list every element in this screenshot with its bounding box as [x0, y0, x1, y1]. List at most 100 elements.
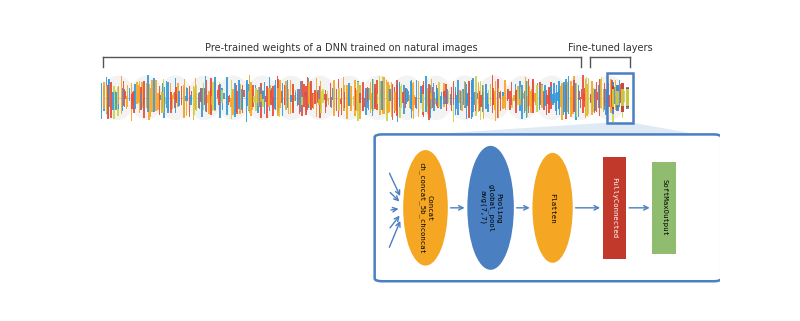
- FancyBboxPatch shape: [443, 83, 445, 107]
- FancyBboxPatch shape: [370, 82, 371, 113]
- FancyBboxPatch shape: [472, 78, 474, 112]
- FancyBboxPatch shape: [229, 95, 230, 102]
- FancyBboxPatch shape: [315, 94, 317, 103]
- FancyBboxPatch shape: [186, 88, 188, 101]
- FancyBboxPatch shape: [533, 81, 534, 111]
- FancyBboxPatch shape: [553, 83, 554, 103]
- FancyBboxPatch shape: [326, 94, 327, 107]
- FancyBboxPatch shape: [586, 77, 587, 114]
- FancyBboxPatch shape: [151, 80, 153, 112]
- Ellipse shape: [158, 75, 193, 120]
- FancyBboxPatch shape: [468, 81, 470, 117]
- FancyBboxPatch shape: [221, 90, 222, 103]
- FancyBboxPatch shape: [201, 88, 202, 117]
- FancyBboxPatch shape: [367, 90, 369, 100]
- FancyBboxPatch shape: [565, 85, 566, 119]
- FancyBboxPatch shape: [615, 96, 617, 107]
- FancyBboxPatch shape: [299, 89, 300, 114]
- FancyBboxPatch shape: [267, 86, 269, 101]
- FancyBboxPatch shape: [302, 81, 303, 117]
- FancyBboxPatch shape: [193, 87, 194, 115]
- FancyBboxPatch shape: [374, 88, 376, 107]
- FancyBboxPatch shape: [114, 90, 116, 104]
- FancyBboxPatch shape: [365, 88, 367, 115]
- FancyBboxPatch shape: [148, 84, 150, 120]
- FancyBboxPatch shape: [307, 78, 309, 108]
- FancyBboxPatch shape: [386, 85, 388, 121]
- FancyBboxPatch shape: [560, 86, 562, 107]
- FancyBboxPatch shape: [446, 93, 447, 111]
- FancyBboxPatch shape: [334, 92, 335, 97]
- FancyBboxPatch shape: [526, 96, 528, 107]
- FancyBboxPatch shape: [420, 87, 422, 103]
- FancyBboxPatch shape: [374, 84, 376, 108]
- FancyBboxPatch shape: [442, 88, 445, 105]
- FancyBboxPatch shape: [246, 83, 247, 122]
- FancyBboxPatch shape: [250, 82, 252, 117]
- Polygon shape: [382, 123, 714, 137]
- FancyBboxPatch shape: [379, 81, 382, 115]
- FancyBboxPatch shape: [580, 97, 582, 108]
- FancyBboxPatch shape: [653, 162, 676, 254]
- FancyBboxPatch shape: [212, 82, 214, 110]
- FancyBboxPatch shape: [558, 89, 560, 115]
- FancyBboxPatch shape: [219, 82, 221, 115]
- FancyBboxPatch shape: [604, 83, 605, 106]
- FancyBboxPatch shape: [490, 88, 491, 105]
- FancyBboxPatch shape: [436, 88, 438, 103]
- FancyBboxPatch shape: [553, 94, 554, 105]
- FancyBboxPatch shape: [431, 79, 433, 109]
- FancyBboxPatch shape: [279, 80, 281, 108]
- FancyBboxPatch shape: [140, 87, 142, 110]
- FancyBboxPatch shape: [485, 91, 486, 99]
- FancyBboxPatch shape: [308, 92, 310, 108]
- FancyBboxPatch shape: [594, 90, 595, 113]
- FancyBboxPatch shape: [466, 94, 468, 106]
- FancyBboxPatch shape: [113, 86, 114, 119]
- FancyBboxPatch shape: [250, 86, 252, 101]
- FancyBboxPatch shape: [626, 87, 629, 109]
- FancyBboxPatch shape: [268, 88, 270, 107]
- FancyBboxPatch shape: [158, 92, 159, 110]
- FancyBboxPatch shape: [502, 92, 503, 108]
- FancyBboxPatch shape: [173, 93, 174, 99]
- FancyBboxPatch shape: [196, 85, 197, 111]
- FancyBboxPatch shape: [515, 91, 517, 113]
- FancyBboxPatch shape: [362, 82, 364, 111]
- FancyBboxPatch shape: [243, 90, 245, 97]
- FancyBboxPatch shape: [383, 77, 386, 114]
- Text: Concat
ch_concat_5b_chconcat: Concat ch_concat_5b_chconcat: [418, 162, 433, 254]
- FancyBboxPatch shape: [178, 91, 180, 106]
- FancyBboxPatch shape: [514, 84, 516, 102]
- FancyBboxPatch shape: [443, 91, 446, 104]
- FancyBboxPatch shape: [482, 92, 483, 112]
- FancyBboxPatch shape: [429, 93, 430, 101]
- FancyBboxPatch shape: [416, 80, 417, 109]
- FancyBboxPatch shape: [570, 81, 572, 117]
- FancyBboxPatch shape: [172, 95, 174, 109]
- FancyBboxPatch shape: [275, 93, 276, 100]
- FancyBboxPatch shape: [158, 86, 160, 115]
- FancyBboxPatch shape: [561, 83, 562, 120]
- FancyBboxPatch shape: [174, 92, 176, 108]
- FancyBboxPatch shape: [487, 96, 488, 108]
- Ellipse shape: [534, 75, 569, 120]
- FancyBboxPatch shape: [203, 88, 205, 105]
- FancyBboxPatch shape: [186, 87, 187, 117]
- Ellipse shape: [467, 146, 514, 270]
- FancyBboxPatch shape: [313, 94, 314, 108]
- FancyBboxPatch shape: [290, 95, 292, 102]
- FancyBboxPatch shape: [422, 81, 424, 117]
- FancyBboxPatch shape: [611, 86, 614, 109]
- FancyBboxPatch shape: [453, 83, 454, 122]
- FancyBboxPatch shape: [622, 90, 624, 106]
- FancyBboxPatch shape: [546, 96, 547, 103]
- FancyBboxPatch shape: [297, 93, 298, 106]
- FancyBboxPatch shape: [454, 92, 456, 108]
- FancyBboxPatch shape: [487, 90, 490, 104]
- FancyBboxPatch shape: [115, 92, 117, 110]
- FancyBboxPatch shape: [422, 85, 424, 115]
- FancyBboxPatch shape: [191, 91, 192, 100]
- FancyBboxPatch shape: [594, 89, 596, 111]
- FancyBboxPatch shape: [536, 85, 538, 112]
